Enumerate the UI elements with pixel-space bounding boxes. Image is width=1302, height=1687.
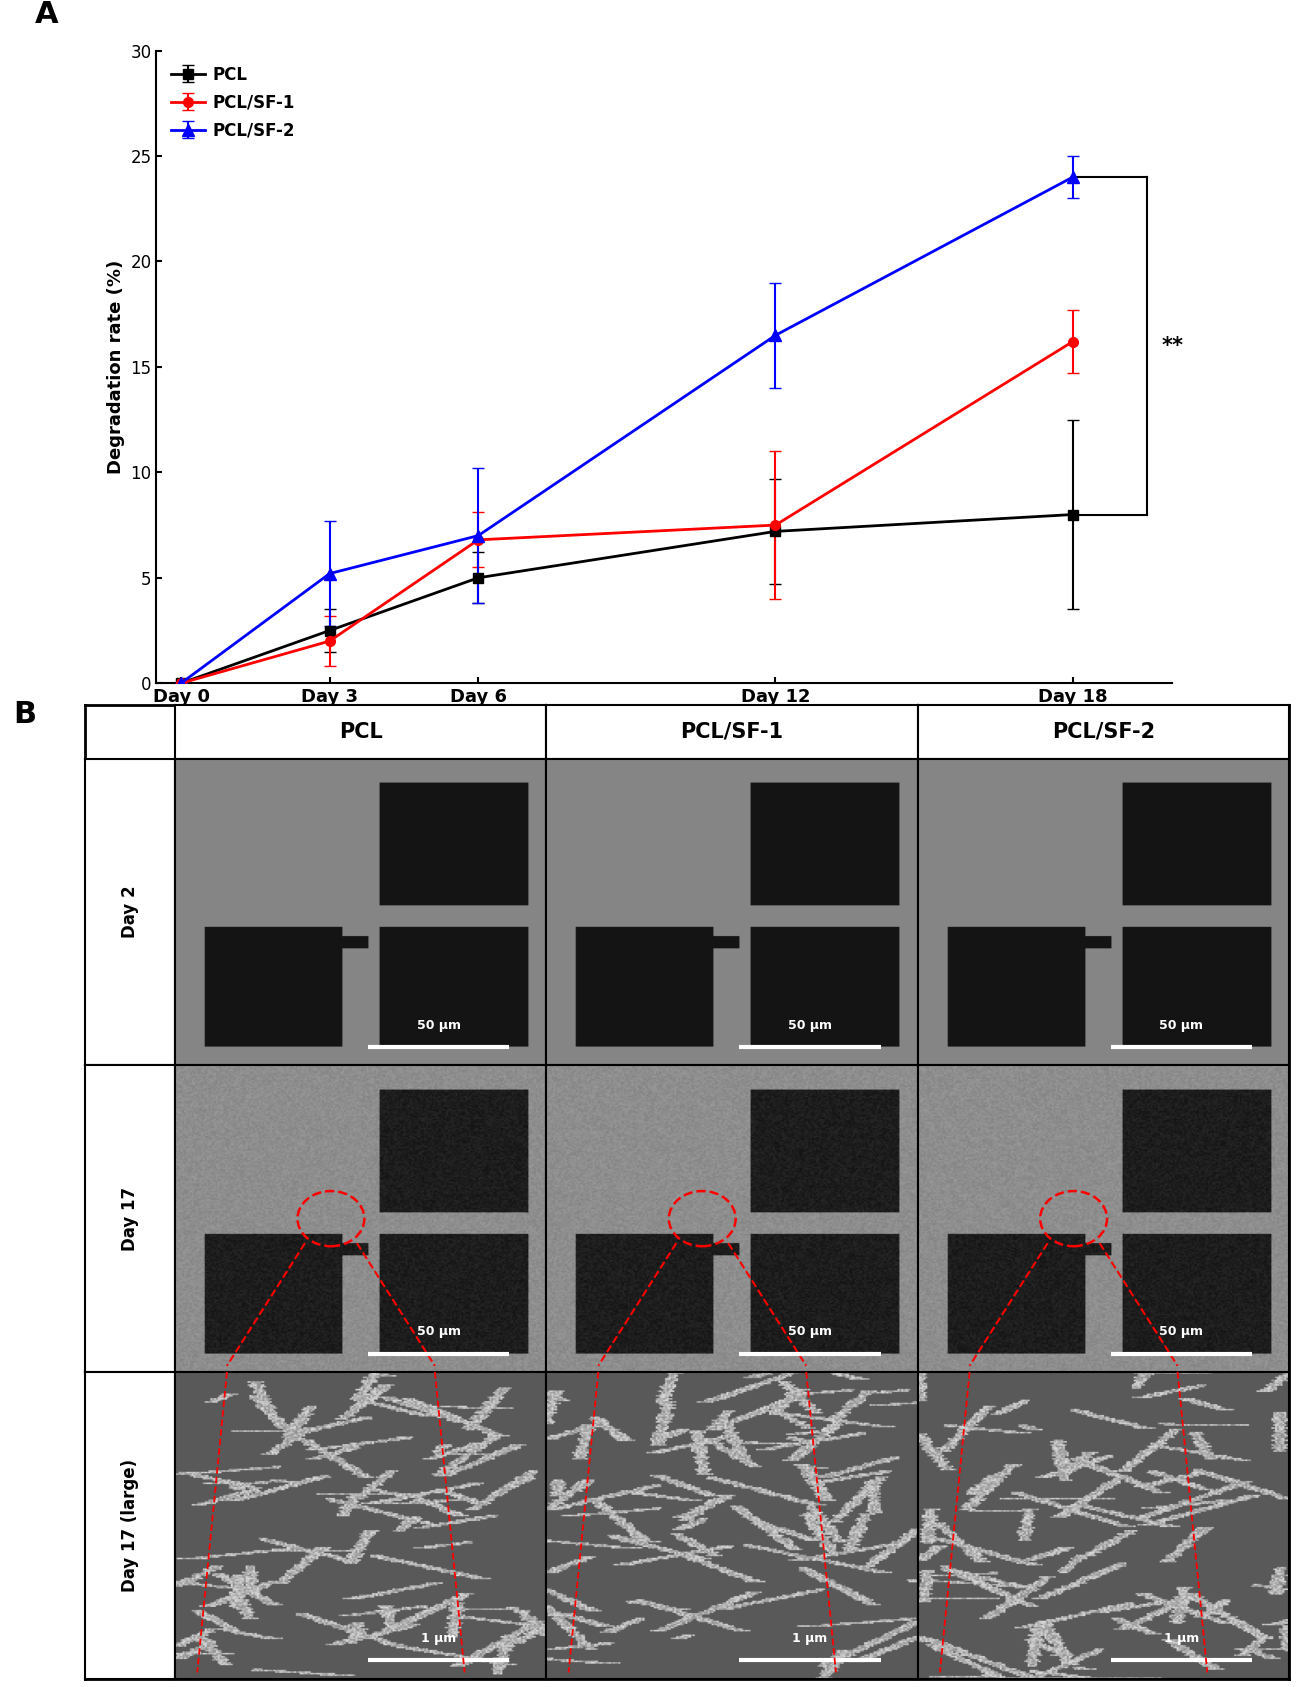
Text: 1 μm: 1 μm bbox=[793, 1631, 828, 1645]
Text: B: B bbox=[13, 700, 36, 729]
Text: PCL/SF-2: PCL/SF-2 bbox=[1052, 722, 1155, 742]
Text: 50 μm: 50 μm bbox=[788, 1019, 832, 1031]
Text: 50 μm: 50 μm bbox=[1159, 1326, 1203, 1338]
Text: 1 μm: 1 μm bbox=[1164, 1631, 1199, 1645]
Text: PCL/SF-1: PCL/SF-1 bbox=[681, 722, 784, 742]
Text: Day 17 (large): Day 17 (large) bbox=[121, 1459, 139, 1593]
Text: 50 μm: 50 μm bbox=[417, 1326, 461, 1338]
Text: 50 μm: 50 μm bbox=[1159, 1019, 1203, 1031]
Text: Day 17: Day 17 bbox=[121, 1186, 139, 1250]
Text: 50 μm: 50 μm bbox=[417, 1019, 461, 1031]
Legend: PCL, PCL/SF-1, PCL/SF-2: PCL, PCL/SF-1, PCL/SF-2 bbox=[164, 59, 302, 147]
Text: PCL: PCL bbox=[339, 722, 383, 742]
X-axis label: Time: Time bbox=[637, 712, 691, 730]
Y-axis label: Degradation rate (%): Degradation rate (%) bbox=[107, 260, 125, 474]
Text: **: ** bbox=[1161, 336, 1184, 356]
Text: 1 μm: 1 μm bbox=[421, 1631, 456, 1645]
Text: Day 2: Day 2 bbox=[121, 886, 139, 938]
Text: 50 μm: 50 μm bbox=[788, 1326, 832, 1338]
Text: A: A bbox=[34, 0, 59, 29]
